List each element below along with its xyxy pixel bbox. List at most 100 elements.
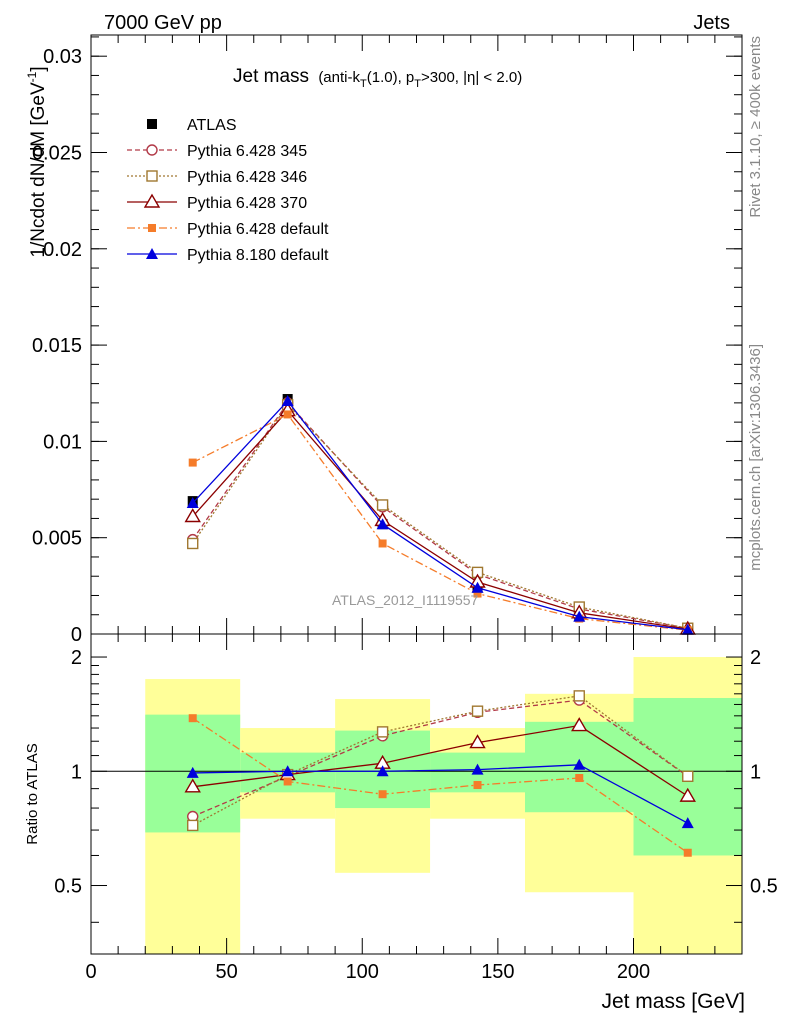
legend-marker-p6def [148, 224, 156, 232]
header-right: Jets [693, 12, 730, 34]
legend-marker-p346 [146, 170, 158, 182]
ratio-point-p346 [471, 705, 484, 717]
main-y-tick-label: 0.025 [32, 142, 82, 164]
ratio-point-p370 [469, 734, 486, 749]
rivet-label: Rivet 3.1.10, ≥ 400k events [747, 36, 764, 218]
header-left: 7000 GeV pp [104, 12, 222, 34]
ratio-line-p345 [192, 699, 689, 818]
ratio-ticks: 0.5 0.5 1 1 2 2 0 50 100 150 200 [54, 634, 778, 983]
point-p8def [281, 394, 294, 406]
x-tick-label: 0 [85, 961, 96, 983]
legend-label-p370: Pythia 6.428 370 [187, 195, 307, 212]
chart-title-sub1: T [360, 78, 367, 90]
ratio-point-p6def [683, 848, 692, 857]
point-p6def [473, 589, 482, 598]
point-p6def [378, 539, 387, 548]
legend: ATLAS Pythia 6.428 345 Pythia 6.428 346 Pyt… [127, 117, 329, 264]
ratio-point-p346 [682, 770, 694, 782]
point-p6def [188, 458, 197, 467]
ratio-point-p6def [283, 777, 292, 786]
chart-title-detail-pre: (anti-k [318, 69, 360, 86]
point-p8def [681, 623, 694, 635]
ratio-series [184, 690, 696, 857]
mcplots-label: mcplots.cern.ch [arXiv:1306.3436] [747, 344, 764, 571]
point-p6def [283, 410, 292, 419]
ratio-point-p8def [681, 817, 694, 829]
ratio-point-p370 [571, 717, 588, 732]
ratio-line-p8def [192, 764, 689, 824]
ratio-point-p6def [188, 714, 197, 723]
chart-title-main: Jet mass [233, 66, 309, 87]
main-y-tick-label: 0 [71, 624, 82, 646]
ratio-line-p346 [192, 695, 689, 826]
main-y-axis-label-sup: -1 [25, 71, 39, 82]
legend-label-atlas: ATLAS [187, 117, 237, 134]
ratio-frame [90, 633, 743, 955]
x-tick-label: 150 [481, 961, 514, 983]
chart-title: Jet mass (anti-kT(1.0), pT>300, |η| < 2.… [233, 66, 522, 90]
ratio-point-p346 [376, 726, 389, 738]
watermark: ATLAS_2012_I1119557 [332, 592, 479, 608]
ratio-point-p370 [679, 787, 696, 802]
ratio-y-tick-label: 1 [71, 761, 82, 783]
x-tick-label: 100 [346, 961, 379, 983]
point-p346 [376, 499, 389, 511]
main-y-tick-label: 0.005 [32, 528, 82, 550]
x-axis-label: Jet mass [GeV] [601, 990, 745, 1013]
ratio-point-p346 [187, 819, 199, 832]
legend-marker-p370 [143, 193, 161, 208]
main-y-axis-label-main: 1/Ncdot dN/dM [GeV [28, 82, 49, 258]
point-p8def [573, 610, 586, 622]
ratio-point-p6def [378, 790, 387, 799]
ratio-point-p8def [471, 763, 484, 775]
series-line-p8def [192, 399, 688, 631]
point-p370 [184, 508, 201, 523]
legend-marker-p8def [146, 248, 158, 259]
series-line-p6def [192, 413, 688, 631]
ratio-y-tick-label-right: 1 [750, 761, 761, 783]
point-p8def [376, 518, 389, 530]
legend-label-p345: Pythia 6.428 345 [187, 143, 307, 160]
legend-marker-atlas [147, 119, 157, 129]
main-panel: 0 0.005 0.01 0.015 0.02 0.025 0.03 [32, 34, 743, 646]
x-tick-label: 50 [216, 961, 238, 983]
main-y-axis-label-close: ] [28, 66, 49, 71]
ratio-point-p370 [184, 778, 201, 793]
main-y-tick-label: 0.03 [43, 46, 82, 68]
ratio-line-p6def [192, 717, 689, 854]
chart-title-detail-mid: (1.0), p [367, 69, 415, 86]
main-y-tick-label: 0.02 [43, 239, 82, 261]
ratio-y-tick-label-right: 0.5 [750, 876, 778, 898]
main-y-tick-label: 0.015 [32, 335, 82, 357]
x-tick-label: 200 [617, 961, 650, 983]
ratio-y-tick-label: 0.5 [54, 876, 82, 898]
chart-title-sub2: T [414, 78, 421, 90]
series-line-p370 [192, 409, 688, 630]
legend-marker-p345 [146, 144, 158, 156]
series-line-p345 [192, 401, 688, 629]
ratio-point-p8def [281, 765, 294, 777]
point-p8def [471, 581, 484, 593]
ratio-y-tick-label-right: 2 [750, 647, 761, 669]
ratio-panel: 0.5 0.5 1 1 2 2 0 50 100 150 200 [54, 633, 778, 983]
ratio-point-p8def [376, 765, 389, 777]
main-ticks: 0 0.005 0.01 0.015 0.02 0.025 0.03 [32, 35, 743, 646]
point-p8def [186, 497, 199, 509]
ratio-point-p8def [573, 758, 586, 770]
chart-title-detail-post: >300, |η| < 2.0) [421, 69, 522, 86]
ratio-point-p346 [573, 690, 585, 702]
point-p346 [187, 537, 199, 550]
legend-label-p8def: Pythia 8.180 default [187, 247, 329, 264]
main-y-axis-label: 1/Ncdot dN/dM [GeV-1] [25, 66, 49, 257]
legend-label-p346: Pythia 6.428 346 [187, 169, 307, 186]
ratio-y-axis-label: Ratio to ATLAS [24, 743, 41, 844]
ratio-point-p6def [473, 781, 482, 790]
ratio-point-p8def [186, 766, 199, 778]
ratio-point-p6def [575, 774, 584, 783]
main-series [184, 394, 696, 635]
main-y-tick-label: 0.01 [43, 431, 82, 453]
ratio-y-tick-label: 2 [71, 647, 82, 669]
ratio-line-p370 [192, 724, 689, 797]
legend-label-p6def: Pythia 6.428 default [187, 221, 329, 238]
